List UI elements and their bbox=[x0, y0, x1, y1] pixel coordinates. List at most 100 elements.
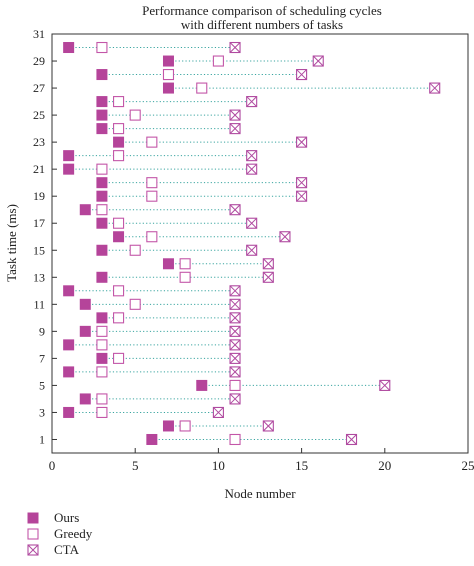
greedy-point bbox=[97, 367, 107, 377]
cta-point bbox=[313, 56, 323, 66]
cta-point bbox=[230, 326, 240, 336]
ours-point bbox=[163, 83, 173, 93]
cta-point bbox=[230, 299, 240, 309]
greedy-point bbox=[97, 340, 107, 350]
y-tick-label: 17 bbox=[33, 216, 45, 230]
ours-point bbox=[80, 394, 90, 404]
y-axis-label: Task time (ms) bbox=[4, 204, 19, 282]
x-tick-label: 25 bbox=[462, 458, 474, 473]
greedy-point bbox=[97, 326, 107, 336]
ours-point bbox=[64, 286, 74, 296]
greedy-point bbox=[97, 164, 107, 174]
ours-point bbox=[64, 43, 74, 53]
ours-point bbox=[97, 178, 107, 188]
legend-cta-marker bbox=[28, 545, 38, 555]
cta-point bbox=[230, 124, 240, 134]
greedy-point bbox=[114, 218, 124, 228]
greedy-point bbox=[197, 83, 207, 93]
cta-point bbox=[297, 137, 307, 147]
cta-point bbox=[247, 164, 257, 174]
greedy-point bbox=[114, 97, 124, 107]
y-tick-label: 21 bbox=[33, 162, 45, 176]
cta-point bbox=[380, 380, 390, 390]
cta-point bbox=[297, 70, 307, 80]
y-tick-label: 27 bbox=[33, 81, 45, 95]
ours-point bbox=[197, 380, 207, 390]
ours-point bbox=[163, 421, 173, 431]
cta-point bbox=[230, 353, 240, 363]
greedy-point bbox=[230, 380, 240, 390]
chart-title-line-2: with different numbers of tasks bbox=[181, 17, 343, 32]
y-tick-label: 23 bbox=[33, 135, 45, 149]
ours-point bbox=[147, 434, 157, 444]
greedy-point bbox=[213, 56, 223, 66]
cta-point bbox=[263, 421, 273, 431]
x-tick-label: 0 bbox=[49, 458, 56, 473]
cta-point bbox=[230, 286, 240, 296]
cta-point bbox=[230, 313, 240, 323]
y-tick-label: 1 bbox=[39, 432, 45, 446]
greedy-point bbox=[114, 151, 124, 161]
ours-point bbox=[64, 340, 74, 350]
ours-point bbox=[80, 299, 90, 309]
legend-ours-marker bbox=[28, 513, 38, 523]
cta-point bbox=[280, 232, 290, 242]
x-tick-label: 20 bbox=[378, 458, 391, 473]
x-tick-label: 15 bbox=[295, 458, 308, 473]
ours-point bbox=[97, 110, 107, 120]
ours-point bbox=[114, 232, 124, 242]
greedy-point bbox=[130, 299, 140, 309]
greedy-point bbox=[114, 353, 124, 363]
greedy-point bbox=[97, 43, 107, 53]
cta-point bbox=[213, 407, 223, 417]
y-tick-label: 3 bbox=[39, 405, 45, 419]
legend-cta-label: CTA bbox=[54, 542, 80, 557]
legend-greedy-marker bbox=[28, 529, 38, 539]
chart-title: Performance comparison of scheduling cyc… bbox=[142, 3, 382, 32]
ours-point bbox=[97, 70, 107, 80]
ours-point bbox=[97, 313, 107, 323]
greedy-point bbox=[130, 110, 140, 120]
y-tick-label: 29 bbox=[33, 54, 45, 68]
y-tick-label: 11 bbox=[33, 297, 45, 311]
chart-title-line-1: Performance comparison of scheduling cyc… bbox=[142, 3, 382, 18]
greedy-point bbox=[114, 313, 124, 323]
greedy-point bbox=[130, 245, 140, 255]
greedy-point bbox=[147, 232, 157, 242]
greedy-point bbox=[97, 407, 107, 417]
ours-point bbox=[97, 191, 107, 201]
y-tick-label: 7 bbox=[39, 351, 45, 365]
greedy-point bbox=[97, 205, 107, 215]
ours-point bbox=[97, 218, 107, 228]
ours-point bbox=[114, 137, 124, 147]
ours-point bbox=[163, 56, 173, 66]
ours-point bbox=[97, 124, 107, 134]
cta-point bbox=[347, 434, 357, 444]
greedy-point bbox=[180, 272, 190, 282]
cta-point bbox=[430, 83, 440, 93]
cta-point bbox=[230, 394, 240, 404]
greedy-point bbox=[180, 421, 190, 431]
greedy-point bbox=[147, 178, 157, 188]
y-tick-label: 5 bbox=[39, 378, 45, 392]
y-tick-label: 9 bbox=[39, 324, 45, 338]
cta-point bbox=[263, 272, 273, 282]
x-tick-label: 10 bbox=[212, 458, 225, 473]
cta-point bbox=[230, 340, 240, 350]
cta-point bbox=[230, 367, 240, 377]
greedy-point bbox=[97, 394, 107, 404]
ours-point bbox=[64, 164, 74, 174]
ours-point bbox=[97, 97, 107, 107]
cta-point bbox=[263, 259, 273, 269]
greedy-point bbox=[147, 137, 157, 147]
data-markers bbox=[64, 43, 440, 445]
greedy-point bbox=[147, 191, 157, 201]
cta-point bbox=[297, 178, 307, 188]
cta-point bbox=[247, 245, 257, 255]
ours-point bbox=[64, 407, 74, 417]
